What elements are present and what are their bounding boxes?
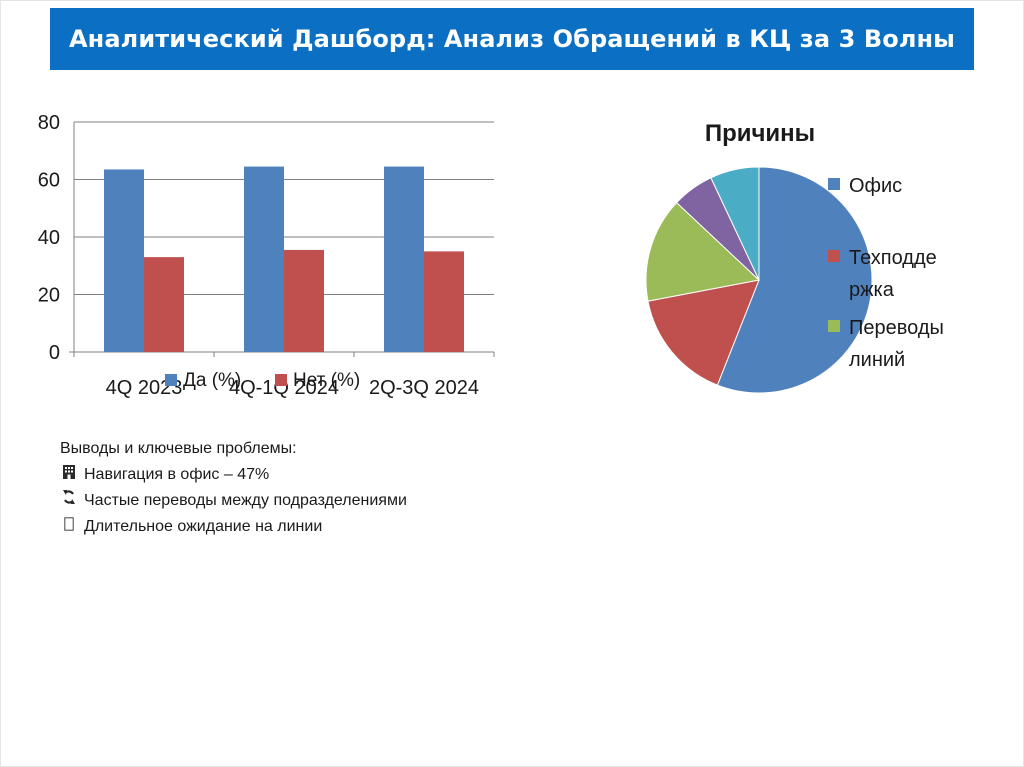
x-tick-label: 4Q-1Q 2024 [229, 377, 339, 399]
legend-swatch [275, 374, 287, 386]
missing-glyph-icon [60, 514, 78, 540]
pie-title: Причины [705, 120, 815, 147]
notes-heading-text: Выводы и ключевые проблемы: [60, 440, 297, 457]
note-item: Длительное ожидание на линии [60, 514, 620, 540]
x-tick-label: 2Q-3Q 2024 [369, 377, 479, 399]
legend-swatch [828, 250, 840, 262]
y-tick-label: 40 [38, 227, 60, 249]
bar-yes [244, 166, 284, 352]
y-tick-label: 60 [38, 170, 60, 192]
pie-slice [647, 279, 760, 386]
pie-slice [710, 166, 760, 281]
pie-slice [645, 201, 761, 302]
note-text: Частые переводы между подразделениями [84, 492, 407, 509]
legend-label: Техподде [849, 247, 937, 269]
y-tick-label: 80 [38, 112, 60, 134]
x-tick-label: 4Q 2023 [106, 377, 183, 399]
pie-slice [716, 166, 873, 394]
bar-yes [104, 169, 144, 352]
page-title: Аналитический Дашборд: Анализ Обращений … [69, 25, 955, 53]
bar-yes [384, 166, 424, 352]
office-building-icon [60, 462, 78, 488]
legend-label: Офис [849, 175, 902, 197]
legend-label: ржка [849, 279, 895, 301]
notes-panel: Выводы и ключевые проблемы: Навигация в … [60, 436, 620, 540]
note-text: Длительное ожидание на линии [84, 518, 323, 535]
bar-no [144, 257, 184, 352]
note-text: Навигация в офис – 47% [84, 466, 270, 483]
bar-no [424, 251, 464, 352]
bar-no [284, 249, 324, 352]
notes-heading: Выводы и ключевые проблемы: [60, 436, 620, 462]
legend-label: линий [849, 349, 905, 371]
note-item: Частые переводы между подразделениями [60, 488, 620, 514]
bar-chart: 0 20 40 60 80 4Q 2023 4Q-1Q 2024 2Q-3Q 2024 Да (… [38, 112, 495, 399]
transfer-arrows-icon [60, 488, 78, 514]
legend-swatch [828, 320, 840, 332]
title-banner: Аналитический Дашборд: Анализ Обращений … [50, 8, 974, 70]
legend-label: Переводы [849, 317, 944, 339]
legend-label: Да (%) [183, 370, 241, 391]
note-item: Навигация в офис – 47% [60, 462, 620, 488]
y-tick-label: 20 [38, 285, 60, 307]
legend-label: Нет (%) [293, 370, 360, 391]
y-tick-label: 0 [49, 342, 60, 364]
pie-chart: Причины Офис Техподде ржка Переводы линий [645, 120, 944, 394]
legend-swatch [165, 374, 177, 386]
legend-swatch [828, 178, 840, 190]
